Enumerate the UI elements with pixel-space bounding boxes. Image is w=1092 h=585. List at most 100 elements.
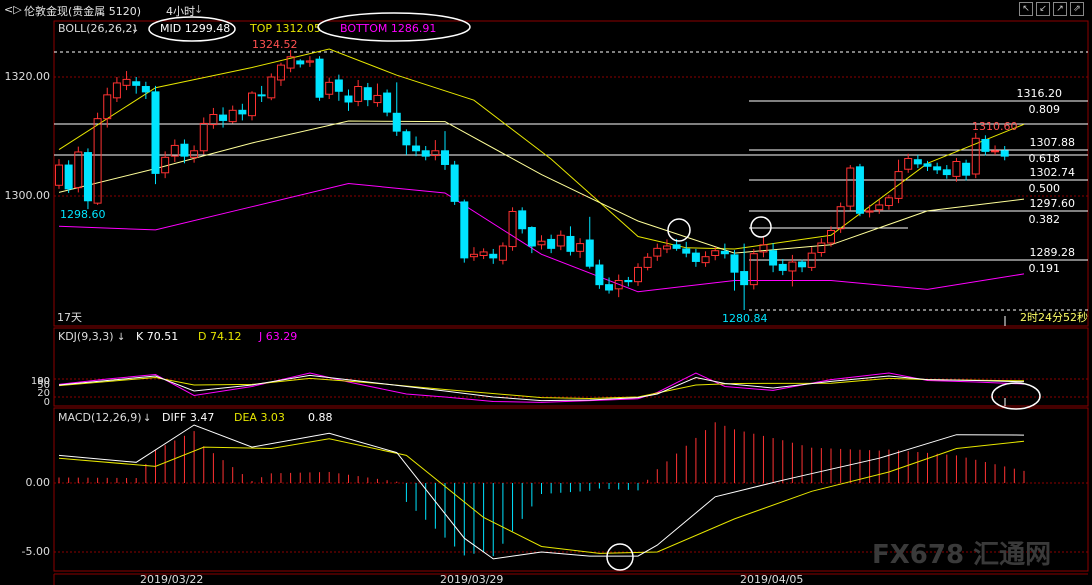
candle: [971, 132, 980, 179]
candle: [884, 194, 893, 210]
countdown-label: 2时24分52秒: [1020, 310, 1088, 324]
fib-level-0500: 1302.74 0.500: [749, 166, 1088, 195]
candle: [325, 77, 334, 100]
candle: [132, 77, 141, 94]
recent-high-label: 1310.60: [972, 120, 1018, 133]
candle: [691, 248, 700, 267]
candle: [383, 89, 392, 117]
candle: [672, 238, 681, 251]
fib-price-label: 1297.60: [1030, 197, 1076, 210]
candle: [219, 107, 228, 128]
kdj-tick-100: 100: [31, 376, 50, 387]
left-low-price-label: 1298.60: [60, 208, 106, 221]
date-label-3: 2019/04/05: [740, 573, 803, 585]
fib-price-label: 1307.88: [1030, 136, 1076, 149]
kdj-grid: [54, 378, 1088, 398]
candle: [527, 226, 536, 254]
candle: [209, 107, 218, 129]
kdj-k-value: K 70.51: [136, 330, 178, 343]
fib-ratio-label: 0.500: [1029, 182, 1061, 195]
candle: [778, 259, 787, 276]
candle: [740, 243, 749, 311]
price-tick-1300: 1300.00: [5, 189, 51, 202]
boll-top-value: TOP 1312.05: [249, 22, 321, 35]
candle: [827, 226, 835, 247]
candle: [228, 105, 237, 124]
candle: [267, 73, 276, 101]
candle: [392, 82, 401, 136]
fib-price-label: 1316.20: [1017, 87, 1063, 100]
tool-button-1[interactable]: ↖: [1019, 2, 1033, 16]
boll-dropdown-icon[interactable]: ↓: [131, 24, 139, 35]
window-icons[interactable]: <▷: [4, 3, 22, 16]
candle: [248, 91, 256, 121]
period-selector[interactable]: 4小时: [166, 5, 195, 18]
candle: [576, 238, 585, 258]
candle: [469, 247, 478, 261]
candle: [605, 277, 614, 294]
candle: [730, 250, 739, 291]
kdj-label: KDJ(9,3,3): [58, 330, 114, 343]
kdj-lines: [58, 372, 1025, 403]
macd-diff-line: [58, 424, 1025, 560]
candle: [585, 216, 594, 269]
candle: [190, 145, 199, 163]
fib-level-0809: 1316.20 0.809: [749, 87, 1088, 116]
fib-price-label: 1289.28: [1030, 246, 1076, 259]
candle: [991, 145, 1000, 155]
days-label: 17天: [57, 311, 82, 324]
candle: [83, 148, 92, 210]
candle: [662, 239, 671, 254]
kdj-tick-50: 50: [37, 380, 50, 391]
tool-button-3[interactable]: ↗: [1053, 2, 1067, 16]
candle: [412, 136, 421, 157]
candle: [498, 242, 507, 265]
candle: [769, 243, 778, 273]
bottom-annotation-circle: [317, 12, 471, 42]
boll-top-line: [58, 48, 1025, 250]
kdj-j-line: [58, 372, 1025, 403]
candle: [257, 85, 266, 102]
candle: [421, 146, 430, 161]
candle: [962, 159, 971, 181]
kdj-d-line: [58, 376, 1025, 400]
period-dropdown-icon[interactable]: ↓: [194, 3, 204, 16]
candle: [431, 140, 440, 161]
date-label-1: 2019/03/22: [140, 573, 203, 585]
candle: [315, 56, 324, 101]
price-tick-1320: 1320.00: [5, 70, 51, 83]
tool-button-2[interactable]: ↙: [1036, 2, 1050, 16]
boll-bottom-line: [58, 182, 1025, 293]
kdj-annotation-circle: [991, 382, 1041, 410]
tool-button-4[interactable]: ⇗: [1070, 2, 1084, 16]
high-price-label: 1324.52: [252, 38, 298, 51]
candle: [894, 159, 903, 204]
candle: [836, 202, 845, 233]
kdj-dropdown-icon[interactable]: ↓: [117, 332, 125, 343]
fib-ratio-label: 0.382: [1029, 213, 1061, 226]
candle: [749, 248, 758, 290]
candle: [64, 160, 73, 194]
candle: [151, 85, 160, 185]
fib-level-0382: 1297.60 0.382: [749, 197, 1088, 226]
candle: [93, 112, 102, 205]
macd-dropdown-icon[interactable]: ↓: [143, 413, 151, 424]
macd-diff-value: DIFF 3.47: [162, 411, 214, 424]
candle: [634, 263, 642, 286]
candle: [798, 259, 807, 273]
candle: [933, 162, 942, 174]
candle: [942, 165, 951, 179]
candle: [923, 160, 932, 172]
candle: [711, 247, 720, 261]
macd-lines: [58, 424, 1025, 560]
boll-bottom-value: BOTTOM 1286.91: [340, 22, 436, 35]
candle: [112, 77, 121, 102]
candle: [373, 83, 382, 107]
candle: [701, 251, 710, 267]
low-price-label: 1280.84: [722, 312, 768, 325]
fib-ratio-label: 0.191: [1029, 262, 1061, 275]
macd-tick-0: 0.00: [26, 476, 51, 489]
candle: [875, 199, 884, 214]
watermark: FX678 汇通网: [872, 540, 1052, 570]
